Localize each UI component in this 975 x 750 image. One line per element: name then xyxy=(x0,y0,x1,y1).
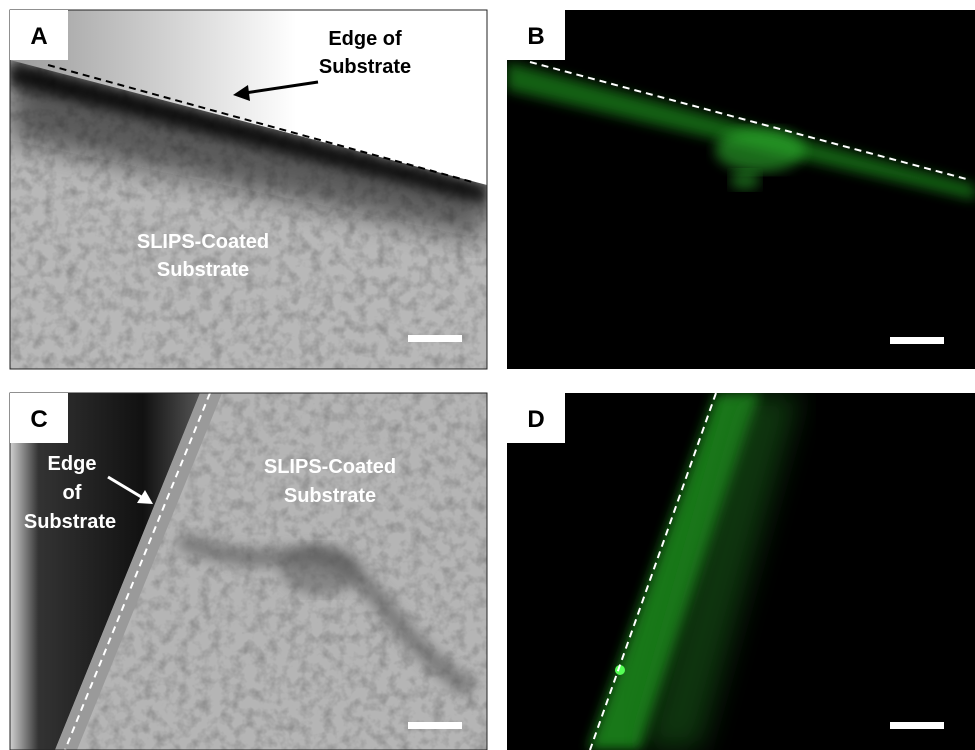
annotation: Substrate xyxy=(319,56,411,78)
panel-d-image xyxy=(507,393,975,750)
panel-label: A xyxy=(30,23,47,50)
annotation: Substrate xyxy=(284,485,376,507)
panel-label: D xyxy=(527,406,544,433)
annotation: SLIPS-Coated xyxy=(264,456,396,478)
annotation: Edge xyxy=(48,453,97,475)
annotation: Substrate xyxy=(24,511,116,533)
panel-a-image xyxy=(10,10,487,369)
panel-label: C xyxy=(30,406,47,433)
annotation: Edge of xyxy=(328,28,402,50)
figure: A Edge of Substrate SLIPS-Coated Substra… xyxy=(0,0,975,750)
panel-c-image xyxy=(10,393,487,750)
panel-b-image xyxy=(507,10,975,369)
annotation: SLIPS-Coated xyxy=(137,231,269,253)
annotation: of xyxy=(63,482,82,504)
annotation: Substrate xyxy=(157,259,249,281)
panel-label: B xyxy=(527,23,544,50)
